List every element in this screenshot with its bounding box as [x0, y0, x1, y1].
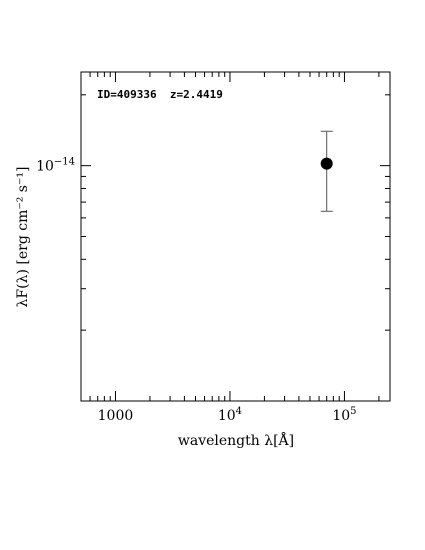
y-tick-label: 10−14	[36, 157, 75, 175]
x-tick-label-exponent: 5	[350, 406, 356, 417]
minor-ticks	[80, 72, 390, 401]
x-tick-label: 105	[332, 406, 356, 424]
major-ticks	[81, 72, 390, 402]
x-tick-label: 104	[218, 406, 242, 424]
x-tick-label-base: 10	[218, 408, 236, 424]
x-tick-label-base: 10	[332, 408, 350, 424]
x-tick-label: 1000	[98, 408, 134, 424]
y-axis-title: λF(λ) [erg cm⁻² s⁻¹]	[15, 167, 31, 308]
source-annotation: ID=409336 z=2.4419	[97, 88, 223, 101]
plot-frame	[80, 71, 391, 402]
y-tick-labels: 10−14	[36, 157, 75, 175]
y-tick-label-base: 10	[36, 159, 54, 175]
y-tick-label-exponent: −14	[54, 157, 75, 168]
x-tick-labels: 1000 104 105	[98, 406, 357, 424]
x-tick-label-base: 1000	[98, 408, 134, 424]
data-points	[320, 130, 333, 212]
x-axis-title: wavelength λ[Å]	[178, 431, 294, 449]
data-point	[320, 157, 333, 170]
x-tick-label-exponent: 4	[236, 406, 242, 417]
